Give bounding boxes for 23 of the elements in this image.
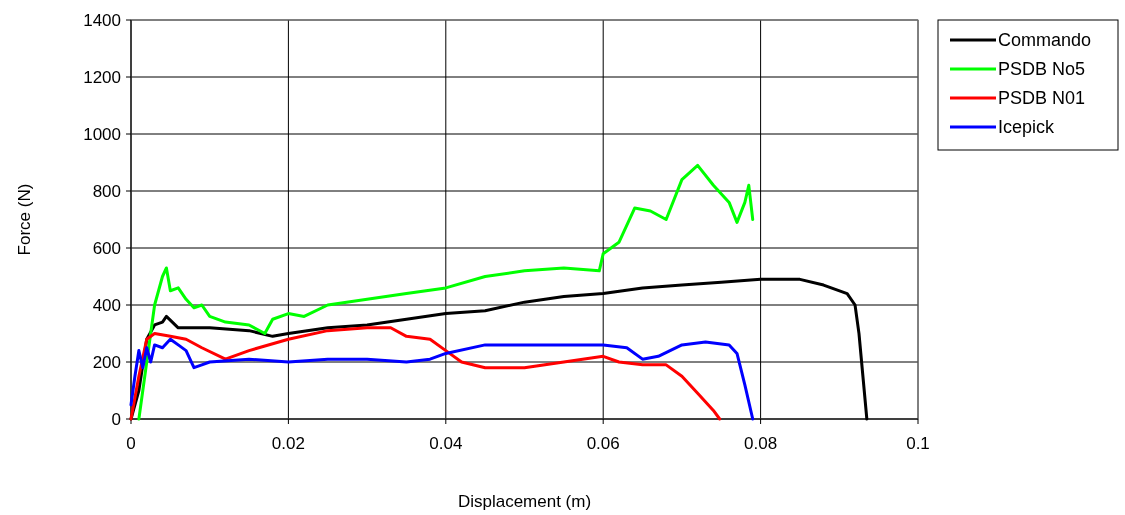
y-axis-title: Force (N) [15, 183, 34, 256]
x-tick-label: 0.1 [906, 434, 930, 453]
y-tick-label: 200 [92, 352, 121, 372]
x-tick-label: 0.06 [586, 434, 620, 453]
y-tick-label: 1200 [83, 67, 121, 87]
y-tick-label: 800 [92, 181, 121, 201]
y-tick-label: 0 [111, 409, 121, 429]
legend-label: PSDB N01 [998, 88, 1086, 109]
x-tick-label: 0 [126, 434, 136, 453]
y-tick-label: 1400 [83, 10, 121, 30]
x-tick-label: 0.08 [744, 434, 778, 453]
line-series [129, 337, 755, 421]
legend-label: Icepick [998, 117, 1056, 138]
x-tick-label: 0.02 [271, 434, 305, 453]
line-series [129, 326, 722, 421]
line-series [137, 163, 755, 421]
legend-label: Commando [998, 30, 1092, 51]
y-tick-label: 600 [92, 238, 121, 258]
x-tick-label: 0.04 [429, 434, 463, 453]
x-axis-title: Displacement (m) [457, 492, 592, 511]
y-tick-label: 400 [92, 295, 121, 315]
y-tick-label: 1000 [83, 124, 121, 144]
legend-label: PSDB No5 [998, 59, 1086, 80]
